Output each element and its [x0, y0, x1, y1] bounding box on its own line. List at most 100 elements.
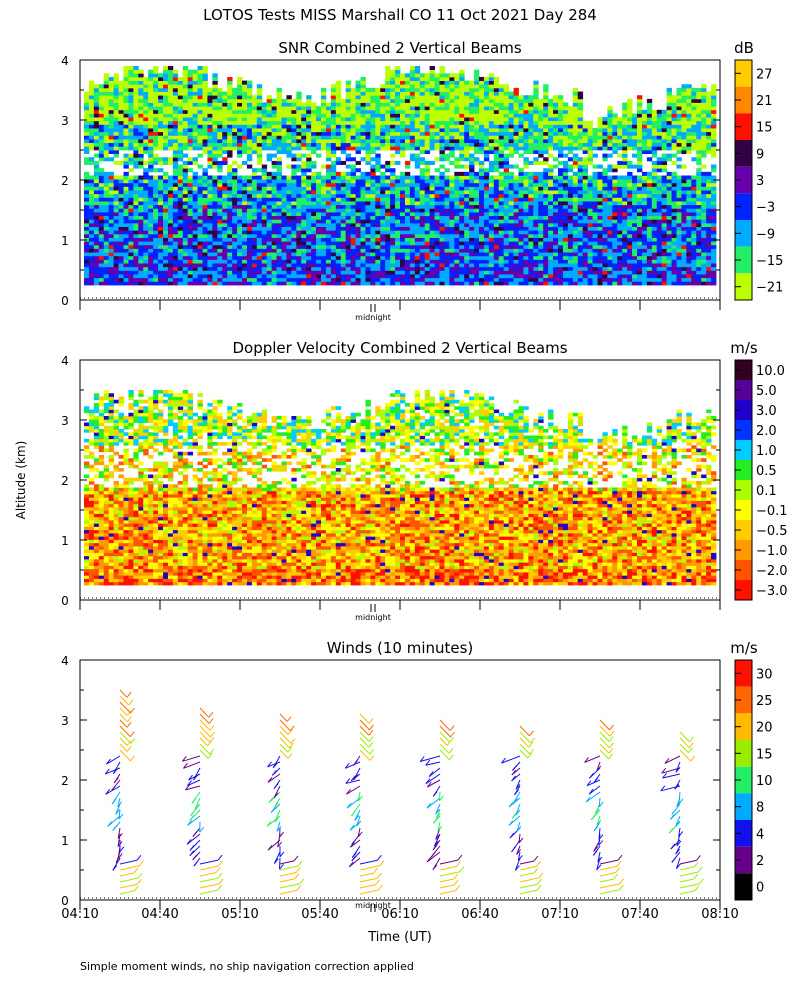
heatmap-cell [291, 179, 297, 184]
heatmap-cell [311, 190, 317, 195]
heatmap-cell [508, 230, 514, 235]
heatmap-cell [177, 182, 184, 187]
heatmap-cell [390, 84, 396, 89]
heatmap-cell [113, 208, 119, 213]
heatmap-cell [503, 190, 510, 195]
heatmap-cell [375, 277, 381, 282]
heatmap-cell [108, 219, 115, 224]
heatmap-cell [118, 233, 124, 238]
heatmap-cell [533, 226, 539, 231]
heatmap-cell [88, 91, 95, 96]
heatmap-cell [335, 131, 342, 136]
heatmap-cell [498, 226, 505, 231]
heatmap-cell [414, 113, 421, 118]
heatmap-cell [84, 106, 90, 111]
heatmap-cell [217, 131, 223, 136]
heatmap-cell [508, 266, 514, 271]
heatmap-cell [256, 120, 263, 125]
heatmap-cell [454, 95, 460, 100]
heatmap-cell [237, 237, 243, 242]
heatmap-cell [345, 87, 352, 92]
heatmap-cell [474, 219, 480, 224]
heatmap-cell [474, 87, 480, 92]
heatmap-cell [533, 113, 539, 118]
heatmap-cell [301, 142, 307, 147]
heatmap-cell [192, 274, 198, 279]
heatmap-cell [187, 175, 194, 180]
heatmap-cell [360, 204, 366, 209]
heatmap-cell [330, 153, 337, 158]
heatmap-cell [187, 102, 194, 107]
heatmap-cell [217, 106, 223, 111]
heatmap-cell [113, 219, 119, 224]
heatmap-cell [232, 117, 238, 122]
heatmap-cell [523, 139, 529, 144]
heatmap-cell [439, 212, 445, 217]
heatmap-cell [296, 219, 302, 224]
heatmap-cell [365, 226, 371, 231]
heatmap-cell [419, 139, 426, 144]
heatmap-cell [158, 73, 164, 78]
heatmap-cell [217, 91, 223, 96]
heatmap-cell [103, 230, 110, 235]
heatmap-cell [395, 244, 401, 249]
heatmap-cell [148, 113, 154, 118]
heatmap-cell [528, 266, 534, 271]
heatmap-cell [227, 153, 233, 158]
heatmap-cell [133, 212, 139, 217]
heatmap-cell [538, 255, 544, 260]
heatmap-cell [202, 281, 208, 286]
heatmap-cell [335, 281, 342, 286]
heatmap-cell [321, 106, 327, 111]
heatmap-cell [182, 102, 189, 107]
heatmap-cell [182, 168, 189, 173]
heatmap-cell [493, 109, 500, 114]
heatmap-cell [306, 113, 312, 118]
heatmap-cell [98, 157, 105, 162]
heatmap-cell [533, 233, 539, 238]
heatmap-cell [88, 263, 95, 268]
heatmap-cell [503, 171, 510, 176]
heatmap-cell [177, 277, 184, 282]
heatmap-cell [528, 197, 534, 202]
heatmap-cell [325, 109, 332, 114]
heatmap-cell [108, 146, 115, 151]
heatmap-cell [163, 201, 169, 206]
heatmap-cell [207, 186, 213, 191]
heatmap-cell [385, 80, 391, 85]
heatmap-cell [385, 160, 391, 165]
heatmap-cell [325, 102, 332, 107]
heatmap-cell [158, 98, 164, 103]
heatmap-cell [533, 120, 539, 125]
heatmap-cell [365, 95, 371, 100]
heatmap-cell [212, 233, 218, 238]
heatmap-cell [395, 281, 401, 286]
heatmap-cell [464, 241, 470, 246]
heatmap-cell [330, 135, 337, 140]
heatmap-cell [533, 270, 539, 275]
heatmap-cell [454, 117, 460, 122]
heatmap-cell [434, 124, 440, 129]
heatmap-cell [548, 237, 554, 242]
heatmap-cell [187, 204, 194, 209]
heatmap-cell [84, 186, 90, 191]
heatmap-cell [533, 281, 539, 286]
heatmap-cell [242, 252, 248, 257]
heatmap-cell [404, 171, 411, 176]
heatmap-cell [271, 164, 277, 169]
heatmap-cell [108, 98, 115, 103]
heatmap-cell [439, 139, 445, 144]
heatmap-cell [454, 190, 460, 195]
heatmap-cell [513, 109, 519, 114]
heatmap-cell [493, 153, 500, 158]
heatmap-cell [330, 175, 337, 180]
heatmap-cell [153, 281, 159, 286]
heatmap-cell [459, 164, 465, 169]
heatmap-cell [227, 120, 233, 125]
heatmap-cell [98, 131, 105, 136]
heatmap-cell [261, 270, 268, 275]
heatmap-cell [276, 98, 282, 103]
heatmap-cell [533, 171, 539, 176]
heatmap-cell [335, 113, 342, 118]
heatmap-cell [202, 259, 208, 264]
